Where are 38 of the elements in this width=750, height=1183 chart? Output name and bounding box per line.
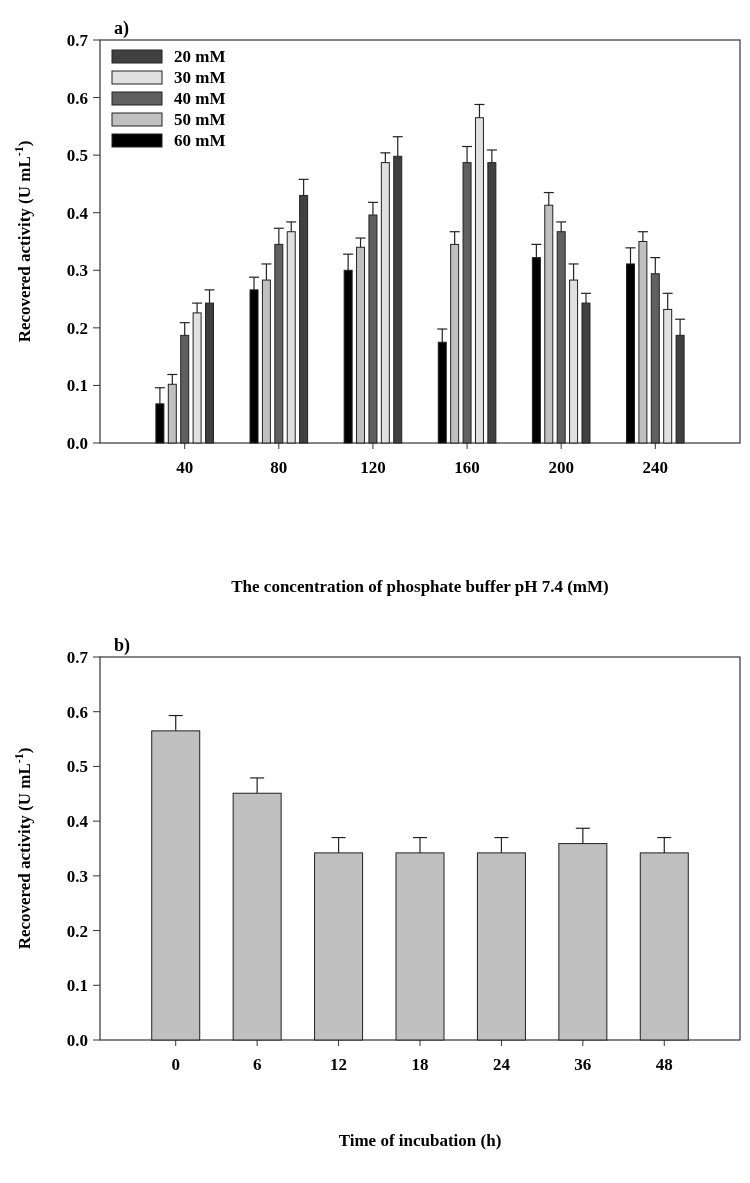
y-tick-label: 0.0 bbox=[66, 1030, 88, 1050]
y-tick-label: 0.4 bbox=[66, 812, 89, 832]
legend-label: 60 mM bbox=[174, 131, 226, 150]
x-axis-title: Time of incubation (h) bbox=[338, 1131, 502, 1150]
x-tick-label: 120 bbox=[360, 458, 386, 477]
x-tick-label: 6 bbox=[252, 1055, 262, 1074]
y-tick-label: 0.0 bbox=[66, 433, 88, 453]
x-tick-label: 12 bbox=[330, 1055, 348, 1074]
y-tick-label: 0.3 bbox=[66, 261, 88, 281]
x-tick-label: 80 bbox=[270, 458, 288, 477]
y-tick-label: 0.7 bbox=[66, 30, 89, 50]
x-tick-label: 160 bbox=[454, 458, 480, 477]
y-tick-label: 0.3 bbox=[66, 866, 88, 886]
x-tick-label: 40 bbox=[176, 458, 194, 477]
chart-title: a) bbox=[114, 18, 129, 39]
legend-label: 20 mM bbox=[174, 47, 226, 66]
x-axis-title: The concentration of phosphate buffer pH 7.4 (mM) bbox=[231, 577, 609, 596]
x-tick-label: 36 bbox=[574, 1055, 592, 1074]
y-tick-label: 0.5 bbox=[66, 757, 88, 777]
legend-label: 50 mM bbox=[174, 110, 226, 129]
y-tick-label: 0.2 bbox=[66, 921, 88, 941]
y-tick-label: 0.6 bbox=[66, 88, 88, 108]
legend-label: 40 mM bbox=[174, 89, 226, 108]
y-tick-label: 0.5 bbox=[66, 146, 88, 166]
chart-title: b) bbox=[114, 635, 131, 656]
y-tick-label: 0.7 bbox=[66, 647, 89, 667]
x-tick-label: 200 bbox=[548, 458, 574, 477]
x-tick-label: 18 bbox=[411, 1055, 429, 1074]
x-tick-label: 0 bbox=[171, 1055, 180, 1074]
y-tick-label: 0.1 bbox=[66, 976, 88, 996]
y-tick-label: 0.2 bbox=[66, 318, 88, 338]
legend-label: 30 mM bbox=[174, 68, 226, 87]
y-tick-label: 0.1 bbox=[66, 376, 88, 396]
y-tick-label: 0.6 bbox=[66, 702, 88, 722]
x-tick-label: 240 bbox=[642, 458, 669, 477]
x-tick-label: 24 bbox=[492, 1055, 511, 1074]
x-tick-label: 48 bbox=[655, 1055, 673, 1074]
y-tick-label: 0.4 bbox=[66, 203, 89, 223]
